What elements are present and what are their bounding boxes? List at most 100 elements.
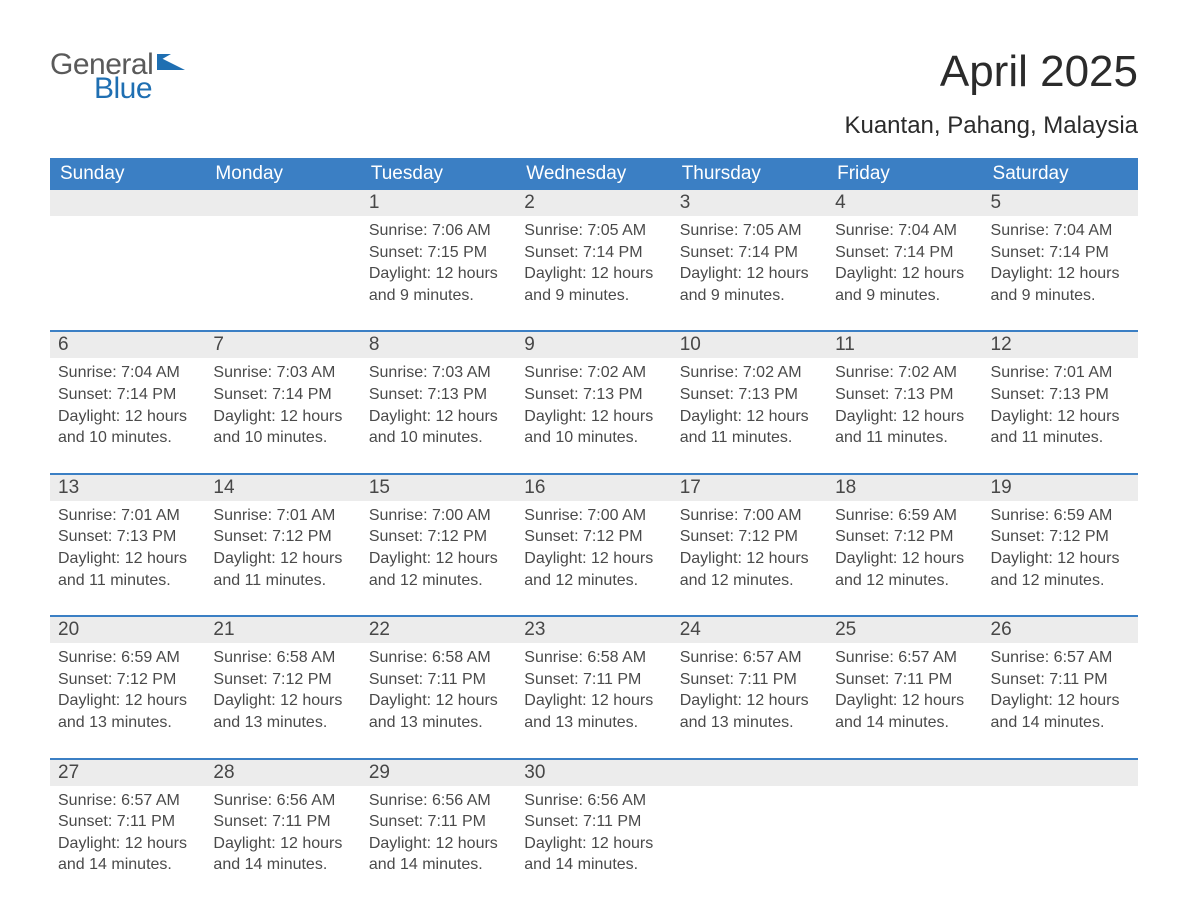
- calendar-cell: [672, 759, 827, 900]
- day-details: Sunrise: 6:56 AMSunset: 7:11 PMDaylight:…: [361, 786, 516, 900]
- day-details: Sunrise: 7:01 AMSunset: 7:13 PMDaylight:…: [50, 501, 205, 615]
- calendar-week-row: 6Sunrise: 7:04 AMSunset: 7:14 PMDaylight…: [50, 331, 1138, 473]
- day-details: Sunrise: 7:01 AMSunset: 7:12 PMDaylight:…: [205, 501, 360, 615]
- calendar-cell: 26Sunrise: 6:57 AMSunset: 7:11 PMDayligh…: [983, 616, 1138, 758]
- day-details: Sunrise: 7:03 AMSunset: 7:13 PMDaylight:…: [361, 358, 516, 472]
- day-number: 8: [361, 332, 516, 358]
- day-number: 25: [827, 617, 982, 643]
- day-number: 15: [361, 475, 516, 501]
- day-details: Sunrise: 6:58 AMSunset: 7:12 PMDaylight:…: [205, 643, 360, 757]
- calendar-cell: 12Sunrise: 7:01 AMSunset: 7:13 PMDayligh…: [983, 331, 1138, 473]
- day-number: 11: [827, 332, 982, 358]
- calendar-cell: 28Sunrise: 6:56 AMSunset: 7:11 PMDayligh…: [205, 759, 360, 900]
- calendar-cell: 16Sunrise: 7:00 AMSunset: 7:12 PMDayligh…: [516, 474, 671, 616]
- title-block: April 2025 Kuantan, Pahang, Malaysia: [844, 50, 1138, 140]
- day-number: 7: [205, 332, 360, 358]
- calendar-cell: 23Sunrise: 6:58 AMSunset: 7:11 PMDayligh…: [516, 616, 671, 758]
- flag-icon: [157, 52, 185, 74]
- day-number: 28: [205, 760, 360, 786]
- day-details: Sunrise: 7:02 AMSunset: 7:13 PMDaylight:…: [516, 358, 671, 472]
- day-number: 6: [50, 332, 205, 358]
- weekday-header: Tuesday: [361, 158, 516, 190]
- day-number: 19: [983, 475, 1138, 501]
- calendar-week-row: 13Sunrise: 7:01 AMSunset: 7:13 PMDayligh…: [50, 474, 1138, 616]
- calendar-header-row: SundayMondayTuesdayWednesdayThursdayFrid…: [50, 158, 1138, 190]
- day-number: [205, 190, 360, 216]
- day-number: 2: [516, 190, 671, 216]
- day-number: 24: [672, 617, 827, 643]
- day-details: Sunrise: 7:02 AMSunset: 7:13 PMDaylight:…: [672, 358, 827, 472]
- calendar-cell: 21Sunrise: 6:58 AMSunset: 7:12 PMDayligh…: [205, 616, 360, 758]
- day-number: 30: [516, 760, 671, 786]
- day-details: Sunrise: 7:00 AMSunset: 7:12 PMDaylight:…: [672, 501, 827, 615]
- day-number: 5: [983, 190, 1138, 216]
- calendar-cell: 24Sunrise: 6:57 AMSunset: 7:11 PMDayligh…: [672, 616, 827, 758]
- weekday-header: Saturday: [983, 158, 1138, 190]
- calendar-week-row: 20Sunrise: 6:59 AMSunset: 7:12 PMDayligh…: [50, 616, 1138, 758]
- calendar-cell: 19Sunrise: 6:59 AMSunset: 7:12 PMDayligh…: [983, 474, 1138, 616]
- day-details: [205, 216, 360, 326]
- day-number: 23: [516, 617, 671, 643]
- calendar-cell: 3Sunrise: 7:05 AMSunset: 7:14 PMDaylight…: [672, 190, 827, 331]
- day-number: [672, 760, 827, 786]
- calendar-cell: 6Sunrise: 7:04 AMSunset: 7:14 PMDaylight…: [50, 331, 205, 473]
- calendar-week-row: 1Sunrise: 7:06 AMSunset: 7:15 PMDaylight…: [50, 190, 1138, 331]
- day-number: 26: [983, 617, 1138, 643]
- calendar-cell: 14Sunrise: 7:01 AMSunset: 7:12 PMDayligh…: [205, 474, 360, 616]
- day-number: 18: [827, 475, 982, 501]
- day-number: 9: [516, 332, 671, 358]
- day-number: 16: [516, 475, 671, 501]
- day-details: Sunrise: 7:04 AMSunset: 7:14 PMDaylight:…: [827, 216, 982, 330]
- day-details: Sunrise: 6:58 AMSunset: 7:11 PMDaylight:…: [516, 643, 671, 757]
- day-number: [827, 760, 982, 786]
- calendar-cell: 10Sunrise: 7:02 AMSunset: 7:13 PMDayligh…: [672, 331, 827, 473]
- day-details: Sunrise: 6:57 AMSunset: 7:11 PMDaylight:…: [672, 643, 827, 757]
- calendar-cell: 27Sunrise: 6:57 AMSunset: 7:11 PMDayligh…: [50, 759, 205, 900]
- weekday-header: Monday: [205, 158, 360, 190]
- calendar-cell: 30Sunrise: 6:56 AMSunset: 7:11 PMDayligh…: [516, 759, 671, 900]
- day-details: Sunrise: 6:59 AMSunset: 7:12 PMDaylight:…: [983, 501, 1138, 615]
- day-details: [50, 216, 205, 326]
- day-details: Sunrise: 7:04 AMSunset: 7:14 PMDaylight:…: [50, 358, 205, 472]
- calendar-cell: 4Sunrise: 7:04 AMSunset: 7:14 PMDaylight…: [827, 190, 982, 331]
- day-number: 29: [361, 760, 516, 786]
- calendar-cell: [50, 190, 205, 331]
- weekday-header: Thursday: [672, 158, 827, 190]
- weekday-header: Wednesday: [516, 158, 671, 190]
- calendar-cell: 11Sunrise: 7:02 AMSunset: 7:13 PMDayligh…: [827, 331, 982, 473]
- calendar-body: 1Sunrise: 7:06 AMSunset: 7:15 PMDaylight…: [50, 190, 1138, 900]
- weekday-header: Friday: [827, 158, 982, 190]
- location-subtitle: Kuantan, Pahang, Malaysia: [844, 112, 1138, 140]
- day-number: 12: [983, 332, 1138, 358]
- day-details: [672, 786, 827, 896]
- day-number: 1: [361, 190, 516, 216]
- day-details: Sunrise: 7:06 AMSunset: 7:15 PMDaylight:…: [361, 216, 516, 330]
- day-details: Sunrise: 7:01 AMSunset: 7:13 PMDaylight:…: [983, 358, 1138, 472]
- calendar-cell: [827, 759, 982, 900]
- brand-line2: Blue: [94, 74, 185, 104]
- day-number: 27: [50, 760, 205, 786]
- calendar-cell: 22Sunrise: 6:58 AMSunset: 7:11 PMDayligh…: [361, 616, 516, 758]
- day-number: [983, 760, 1138, 786]
- calendar-cell: 5Sunrise: 7:04 AMSunset: 7:14 PMDaylight…: [983, 190, 1138, 331]
- calendar-table: SundayMondayTuesdayWednesdayThursdayFrid…: [50, 158, 1138, 900]
- day-details: Sunrise: 7:02 AMSunset: 7:13 PMDaylight:…: [827, 358, 982, 472]
- day-number: 17: [672, 475, 827, 501]
- brand-logo: General Blue: [50, 50, 185, 104]
- day-details: Sunrise: 6:56 AMSunset: 7:11 PMDaylight:…: [516, 786, 671, 900]
- calendar-cell: 13Sunrise: 7:01 AMSunset: 7:13 PMDayligh…: [50, 474, 205, 616]
- calendar-cell: 9Sunrise: 7:02 AMSunset: 7:13 PMDaylight…: [516, 331, 671, 473]
- calendar-cell: 17Sunrise: 7:00 AMSunset: 7:12 PMDayligh…: [672, 474, 827, 616]
- calendar-cell: [983, 759, 1138, 900]
- day-details: Sunrise: 7:03 AMSunset: 7:14 PMDaylight:…: [205, 358, 360, 472]
- day-details: [983, 786, 1138, 896]
- day-details: Sunrise: 7:05 AMSunset: 7:14 PMDaylight:…: [672, 216, 827, 330]
- calendar-cell: 7Sunrise: 7:03 AMSunset: 7:14 PMDaylight…: [205, 331, 360, 473]
- day-details: Sunrise: 7:04 AMSunset: 7:14 PMDaylight:…: [983, 216, 1138, 330]
- day-number: 14: [205, 475, 360, 501]
- calendar-cell: 8Sunrise: 7:03 AMSunset: 7:13 PMDaylight…: [361, 331, 516, 473]
- day-details: Sunrise: 6:57 AMSunset: 7:11 PMDaylight:…: [983, 643, 1138, 757]
- day-number: 13: [50, 475, 205, 501]
- calendar-cell: 29Sunrise: 6:56 AMSunset: 7:11 PMDayligh…: [361, 759, 516, 900]
- day-details: Sunrise: 7:00 AMSunset: 7:12 PMDaylight:…: [361, 501, 516, 615]
